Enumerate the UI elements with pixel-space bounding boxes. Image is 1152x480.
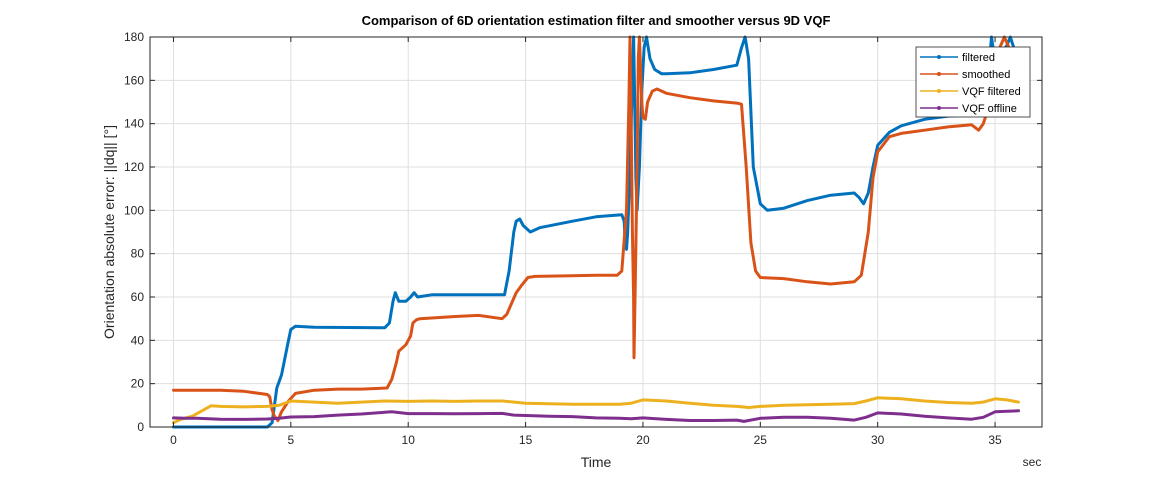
- x-tick-label: 20: [636, 433, 650, 447]
- legend-marker-smoothed: [937, 72, 941, 76]
- y-tick-label: 80: [131, 247, 145, 261]
- y-tick-label: 120: [124, 160, 144, 174]
- series-line-vqf-filtered: [172, 396, 1020, 425]
- y-tick-label: 40: [131, 333, 145, 347]
- legend-label-vqf-filtered: VQF filtered: [962, 86, 1021, 98]
- legend-label-filtered: filtered: [962, 52, 995, 64]
- x-tick-label: 10: [402, 433, 416, 447]
- y-tick-label: 160: [124, 73, 144, 87]
- x-tick-label: 35: [988, 433, 1002, 447]
- y-tick-label: 20: [131, 377, 145, 391]
- x-tick-label: 15: [519, 433, 533, 447]
- x-axis-label: Time: [581, 454, 612, 470]
- x-tick-label: 25: [754, 433, 768, 447]
- legend-marker-vqf-filtered: [937, 89, 941, 93]
- legend-label-vqf-offline: VQF offline: [962, 103, 1017, 115]
- y-tick-label: 180: [124, 30, 144, 44]
- plot-area: 0 5 10 15 20 25 30 35 0 20 40 60 80 100 120 140 160 180: [124, 30, 1043, 447]
- x-tick-label: 30: [871, 433, 885, 447]
- legend-box: [915, 46, 1031, 118]
- x-axis-unit: sec: [1023, 455, 1042, 469]
- legend-items: filtered smoothed VQF filtered VQF offline: [920, 52, 1021, 115]
- legend: filtered smoothed VQF filtered VQF offline: [915, 46, 1031, 118]
- series-line-vqf-offline: [172, 409, 1020, 423]
- series-lines: [172, 35, 1020, 429]
- legend-marker-vqf-offline: [937, 106, 941, 110]
- legend-marker-filtered: [937, 55, 941, 59]
- x-tick-label: 0: [170, 433, 177, 447]
- axis-ticks: 0 5 10 15 20 25 30 35 0 20 40 60 80 100 120 140 160 180: [124, 30, 1042, 447]
- y-axis-label: Orientation absolute error: ||dq|| [°]: [101, 125, 117, 339]
- series-line-smoothed: [172, 35, 1019, 422]
- legend-label-smoothed: smoothed: [962, 69, 1010, 81]
- axes-background: [150, 37, 1042, 427]
- chart-title: Comparison of 6D orientation estimation …: [362, 13, 831, 28]
- x-tick-label: 5: [287, 433, 294, 447]
- y-tick-label: 0: [137, 420, 144, 434]
- y-tick-label: 140: [124, 117, 144, 131]
- y-tick-label: 60: [131, 290, 145, 304]
- axes-box: [149, 36, 1043, 428]
- y-tick-label: 100: [124, 203, 144, 217]
